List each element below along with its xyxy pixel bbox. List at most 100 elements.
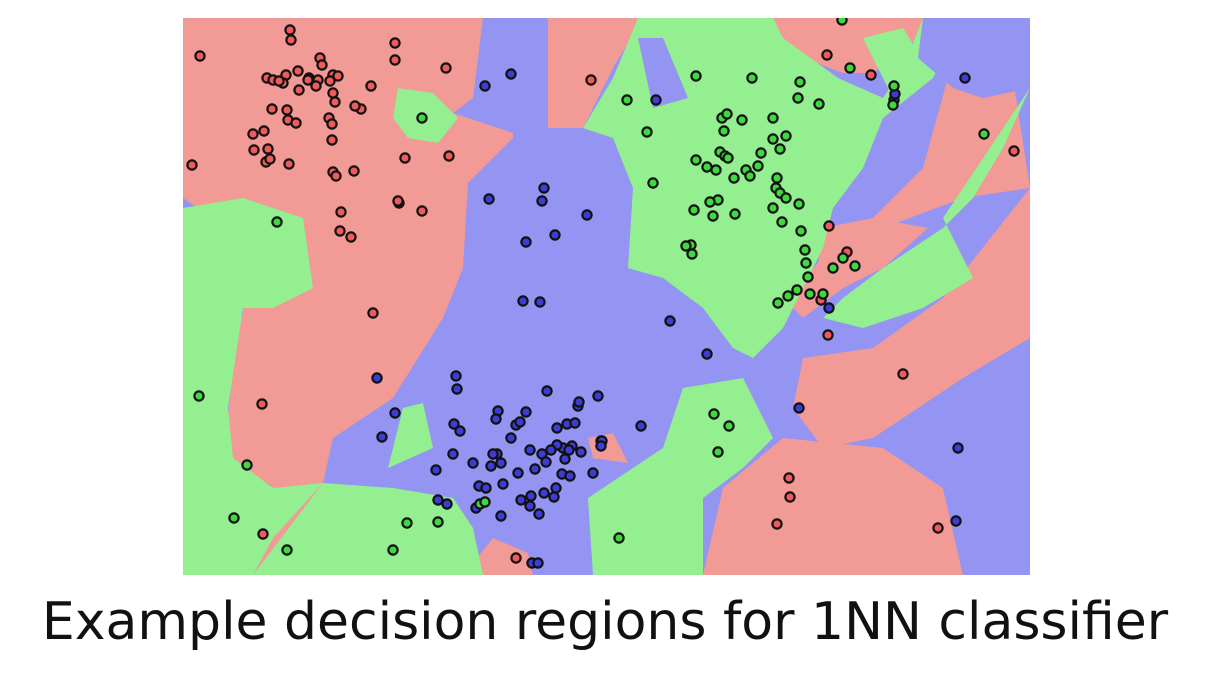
data-point-class2-0 (505, 68, 517, 80)
data-point-class3-16 (780, 130, 792, 142)
region-red-bottom-right (703, 438, 963, 575)
data-point-class1-30 (266, 103, 278, 115)
data-point-class3-34 (704, 196, 716, 208)
data-point-class2-1 (479, 80, 491, 92)
data-point-class3-32 (780, 192, 792, 204)
data-point-class1-0 (194, 50, 206, 62)
data-point-class2-56 (529, 463, 541, 475)
data-point-class3-6 (792, 92, 804, 104)
data-point-class1-52 (345, 231, 357, 243)
data-point-class1-16 (389, 37, 401, 49)
data-point-class3-69 (708, 408, 720, 420)
data-point-class2-75 (793, 402, 805, 414)
data-point-class2-36 (454, 425, 466, 437)
data-point-class3-17 (774, 143, 786, 155)
data-point-class3-24 (744, 170, 756, 182)
data-point-class1-42 (186, 159, 198, 171)
data-point-class3-36 (688, 204, 700, 216)
data-point-class1-34 (326, 134, 338, 146)
data-point-class1-21 (293, 84, 305, 96)
data-point-class1-33 (290, 117, 302, 129)
data-point-class2-66 (430, 464, 442, 476)
data-point-class2-77 (952, 442, 964, 454)
data-point-class2-25 (520, 406, 532, 418)
data-point-class2-73 (441, 498, 453, 510)
data-point-class3-56 (817, 288, 829, 300)
data-point-class2-33 (376, 431, 388, 443)
region-red-left-lower (228, 313, 393, 493)
data-point-class2-12 (517, 295, 529, 307)
data-point-class3-28 (710, 164, 722, 176)
data-point-class1-40 (283, 158, 295, 170)
data-point-class2-62 (525, 490, 537, 502)
data-point-class1-26 (349, 100, 361, 112)
data-point-class2-34 (505, 432, 517, 444)
data-point-class2-71 (480, 482, 492, 494)
data-point-class1-60 (897, 368, 909, 380)
data-point-class2-74 (533, 508, 545, 520)
data-point-class3-55 (804, 288, 816, 300)
region-blue-right-lower (883, 338, 1030, 575)
data-point-class2-2 (959, 72, 971, 84)
data-point-class3-68 (613, 532, 625, 544)
decision-region-plot (183, 18, 1030, 575)
data-point-class3-52 (849, 260, 861, 272)
data-point-class1-64 (784, 491, 796, 503)
data-point-class2-46 (495, 457, 507, 469)
data-point-class1-57 (823, 220, 835, 232)
region-green-bottom-left (253, 483, 483, 575)
data-point-class2-15 (701, 348, 713, 360)
data-point-class2-8 (483, 193, 495, 205)
data-point-class1-2 (285, 34, 297, 46)
data-point-class3-37 (707, 210, 719, 222)
data-point-class3-11 (721, 108, 733, 120)
data-point-class2-39 (575, 446, 587, 458)
data-point-class1-56 (865, 69, 877, 81)
data-point-class1-18 (440, 62, 452, 74)
data-point-class2-63 (548, 491, 560, 503)
data-point-class3-7 (813, 98, 825, 110)
data-point-class3-13 (767, 112, 779, 124)
data-point-class1-45 (348, 165, 360, 177)
data-point-class2-52 (540, 456, 552, 468)
data-point-class3-2 (888, 80, 900, 92)
data-point-class1-59 (822, 329, 834, 341)
data-point-class3-54 (772, 297, 784, 309)
data-point-class2-6 (538, 182, 550, 194)
data-point-class2-54 (559, 453, 571, 465)
data-point-class2-32 (569, 417, 581, 429)
data-point-class2-13 (534, 296, 546, 308)
data-point-class2-22 (592, 390, 604, 402)
decision-regions (183, 18, 1030, 575)
data-point-class1-41 (399, 152, 411, 164)
data-point-class3-12 (736, 114, 748, 126)
data-point-class1-55 (821, 49, 833, 61)
data-point-class1-28 (326, 118, 338, 130)
region-green-right (823, 88, 1030, 328)
data-point-class3-50 (837, 252, 849, 264)
data-point-class3-27 (701, 161, 713, 173)
data-point-class2-9 (581, 209, 593, 221)
data-point-class1-23 (327, 87, 339, 99)
data-point-class1-15 (365, 80, 377, 92)
data-point-class2-78 (950, 515, 962, 527)
data-point-class3-59 (416, 112, 428, 124)
data-point-class3-47 (686, 248, 698, 260)
data-point-class2-76 (823, 302, 835, 314)
data-point-class3-3 (690, 70, 702, 82)
data-point-class1-13 (302, 74, 314, 86)
data-point-class3-46 (680, 240, 692, 252)
data-point-class2-53 (563, 444, 575, 456)
data-point-class1-39 (264, 153, 276, 165)
data-point-class3-9 (641, 126, 653, 138)
data-point-class3-43 (800, 257, 812, 269)
data-point-class3-64 (281, 544, 293, 556)
data-point-class2-10 (549, 229, 561, 241)
data-point-class3-35 (767, 202, 779, 214)
data-point-class3-1 (844, 62, 856, 74)
data-point-class1-48 (392, 195, 404, 207)
data-point-class2-5 (650, 94, 662, 106)
data-point-class2-28 (514, 416, 526, 428)
data-point-class1-14 (332, 70, 344, 82)
data-point-class3-51 (827, 262, 839, 274)
